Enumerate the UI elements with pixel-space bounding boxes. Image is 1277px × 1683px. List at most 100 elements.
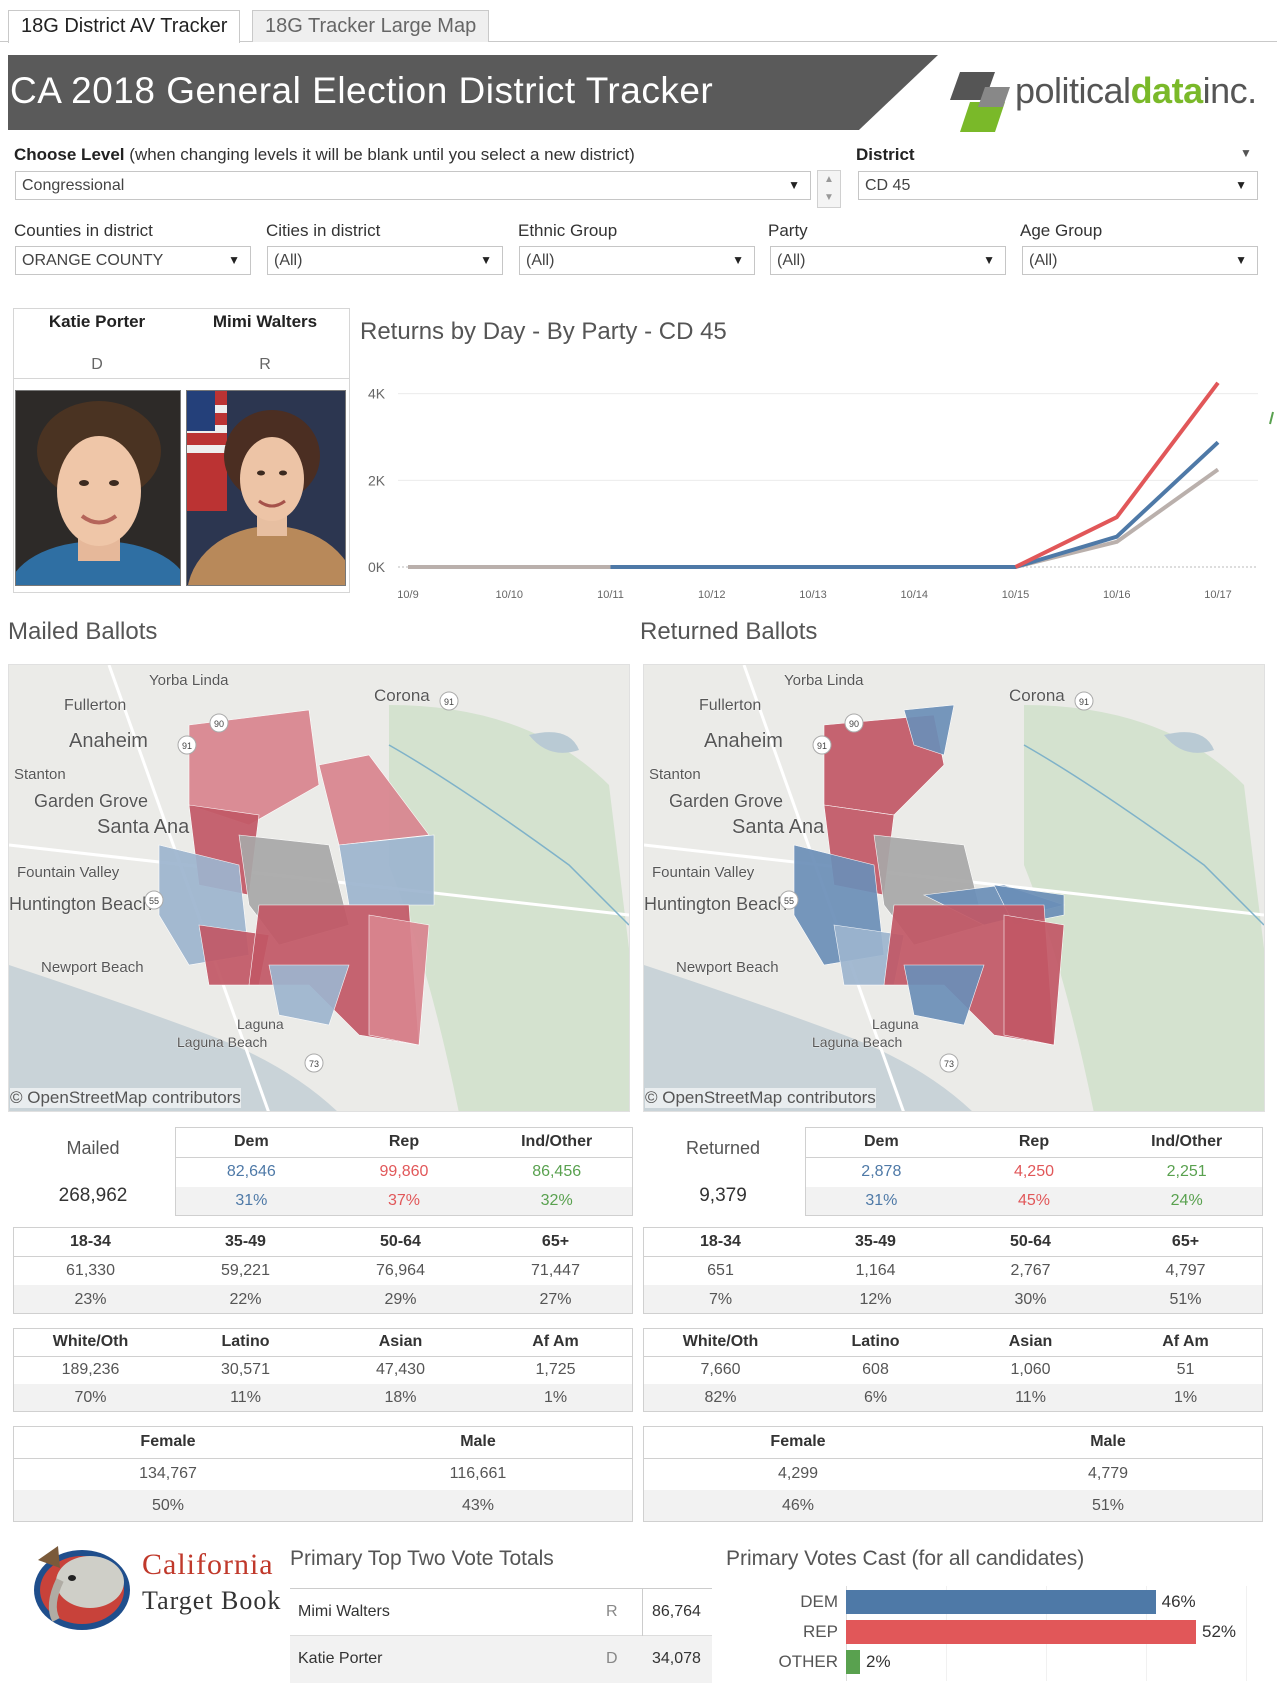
column-header: Af Am	[532, 1333, 579, 1350]
party-select[interactable]: (All) ▼	[770, 246, 1006, 275]
district-menu-icon[interactable]: ▼	[1240, 146, 1252, 160]
route-shield-icon	[304, 1053, 324, 1073]
candidate-party: R	[259, 356, 271, 373]
stat-value: 1,164	[855, 1262, 896, 1279]
map-place-label: Laguna Beach	[177, 1034, 267, 1050]
stat-value: 51	[1176, 1361, 1195, 1378]
route-number: 91	[444, 697, 454, 707]
y-tick-label: 2K	[368, 472, 386, 488]
candidate-name: Mimi Walters	[298, 1603, 390, 1620]
district-select[interactable]: CD 45 ▼	[858, 171, 1258, 200]
level-spinner[interactable]: ▲ ▼	[817, 170, 841, 208]
column-header: 65+	[541, 1233, 570, 1250]
divider	[13, 378, 350, 379]
series-line-fragment	[1269, 411, 1274, 425]
map-place-label: Huntington Beach	[9, 894, 152, 914]
pct-row-bg	[644, 1384, 1262, 1411]
returned-map[interactable]: Yorba Linda Fullerton Corona Anaheim Stanton…	[643, 664, 1265, 1112]
stat-pct: 18%	[384, 1389, 417, 1406]
party-value: 2,878	[861, 1163, 902, 1180]
district-region	[903, 704, 955, 756]
chevron-down-icon[interactable]: ▼	[824, 192, 834, 203]
stat-value: 4,779	[1087, 1465, 1129, 1482]
chevron-down-icon: ▼	[1235, 178, 1247, 192]
pct-row-bg	[806, 1187, 1262, 1215]
map-place-label: Corona	[374, 686, 430, 705]
party-value: 99,860	[379, 1163, 429, 1180]
y-tick-label: 4K	[368, 386, 386, 402]
party-pct: 32%	[540, 1192, 573, 1209]
district-region	[318, 754, 430, 846]
route-number: 73	[944, 1059, 954, 1069]
mailed-section-title: Mailed Ballots	[8, 618, 158, 645]
map-place-label: Garden Grove	[669, 791, 783, 811]
table-row: Katie Porter D 34,078	[290, 1636, 712, 1683]
party-pct: 31%	[865, 1192, 898, 1209]
map-place-label: Fullerton	[64, 697, 126, 714]
chevron-up-icon[interactable]: ▲	[824, 174, 834, 185]
column-header: Male	[1090, 1433, 1126, 1450]
cities-select[interactable]: (All) ▼	[267, 246, 503, 275]
lake	[529, 732, 579, 753]
route-number: 90	[849, 719, 859, 729]
map-place-label: Newport Beach	[41, 959, 144, 976]
map-place-label: Laguna	[237, 1016, 284, 1032]
pct-row-bg	[644, 1490, 1262, 1521]
column-header: Male	[460, 1433, 496, 1450]
stat-value: 116,661	[449, 1465, 507, 1482]
mailed-map[interactable]: Yorba Linda Fullerton Corona Anaheim Stanton…	[8, 664, 630, 1112]
chevron-down-icon: ▼	[983, 253, 995, 267]
stat-value: 134,767	[139, 1465, 197, 1482]
ethnic-select[interactable]: (All) ▼	[519, 246, 755, 275]
bar-value: 46%	[1161, 1592, 1196, 1611]
ctb-title: California	[142, 1548, 274, 1581]
party-pct: 37%	[387, 1192, 420, 1209]
park-area	[389, 705, 629, 1111]
county-line	[388, 744, 629, 926]
x-tick-label: 10/10	[495, 589, 523, 601]
votes-cast-chart: DEM 46% REP 52% OTHER 2%	[760, 1580, 1260, 1681]
map-place-label: Laguna	[872, 1016, 919, 1032]
stat-pct: 12%	[859, 1291, 892, 1308]
column-header: 50-64	[380, 1233, 421, 1250]
map-place-label: Newport Beach	[676, 959, 779, 976]
map-place-label: Santa Ana	[97, 816, 190, 838]
total-value: 268,962	[58, 1185, 128, 1206]
county-line	[1023, 744, 1264, 926]
counties-select[interactable]: ORANGE COUNTY ▼	[15, 246, 251, 275]
column-header: 35-49	[855, 1233, 896, 1250]
map-place-label: Stanton	[14, 766, 66, 783]
age-select[interactable]: (All) ▼	[1022, 246, 1258, 275]
district-region	[338, 834, 435, 906]
candidate-party: D	[91, 356, 103, 373]
column-header: Rep	[388, 1133, 420, 1150]
party-table	[175, 1127, 633, 1216]
stat-value: 76,964	[376, 1262, 425, 1279]
map-place-label: Santa Ana	[732, 816, 825, 838]
tab-large-map[interactable]: 18G Tracker Large Map	[252, 10, 490, 42]
bar-rep	[846, 1620, 1196, 1644]
stat-pct: 1%	[1173, 1389, 1198, 1406]
pct-row-bg	[644, 1285, 1262, 1313]
route-number: 91	[1079, 697, 1089, 707]
tab-av-tracker[interactable]: 18G District AV Tracker	[8, 10, 241, 43]
level-label: Choose Level (when changing levels it wi…	[14, 145, 635, 164]
column-header: Latino	[851, 1333, 900, 1350]
route-shield-icon	[812, 735, 832, 755]
map-place-label: Fountain Valley	[17, 864, 120, 881]
level-select[interactable]: Congressional ▼	[15, 171, 811, 200]
x-tick-label: 10/9	[397, 589, 418, 601]
stat-pct: 82%	[704, 1389, 737, 1406]
votes-cast-title: Primary Votes Cast (for all candidates)	[726, 1547, 1085, 1570]
stat-pct: 51%	[1169, 1291, 1202, 1308]
logo-text: politicaldatainc.	[1015, 70, 1257, 111]
divider	[13, 1256, 633, 1257]
gender-table	[13, 1426, 633, 1522]
stat-pct: 1%	[543, 1389, 568, 1406]
stat-value: 71,447	[531, 1262, 580, 1279]
stat-pct: 70%	[74, 1389, 107, 1406]
route-number: 55	[784, 896, 794, 906]
stat-value: 608	[862, 1361, 889, 1378]
bar-label: DEM	[800, 1592, 838, 1611]
stat-pct: 6%	[863, 1389, 888, 1406]
